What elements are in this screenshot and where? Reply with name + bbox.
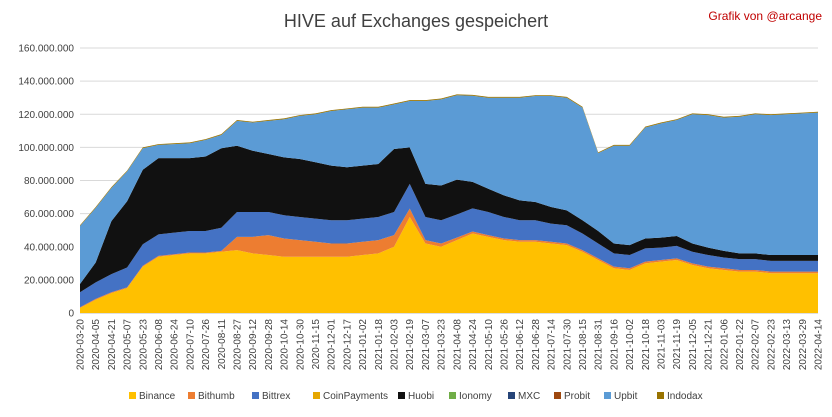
x-tick-label: 2021-03-23 bbox=[437, 319, 448, 371]
x-tick-label: 2021-05-10 bbox=[484, 319, 495, 371]
y-tick-label: 20.000.000 bbox=[24, 275, 74, 286]
x-tick-label: 2022-03-29 bbox=[798, 319, 809, 371]
legend-swatch bbox=[554, 392, 561, 399]
x-tick-label: 2021-09-16 bbox=[609, 319, 620, 371]
x-tick-label: 2022-01-22 bbox=[735, 319, 746, 371]
x-tick-label: 2021-07-14 bbox=[547, 319, 558, 371]
x-tick-label: 2022-02-07 bbox=[751, 319, 762, 371]
x-tick-label: 2020-08-11 bbox=[217, 319, 228, 370]
y-tick-label: 140.000.000 bbox=[18, 77, 74, 88]
legend-item-indodax: Indodax bbox=[657, 391, 703, 402]
x-tick-label: 2021-06-28 bbox=[531, 319, 542, 371]
x-tick-label: 2022-02-23 bbox=[766, 319, 777, 371]
x-tick-label: 2021-10-02 bbox=[625, 319, 636, 371]
x-tick-label: 2021-06-12 bbox=[515, 319, 526, 371]
x-tick-label: 2021-11-03 bbox=[656, 319, 667, 370]
x-tick-label: 2020-04-21 bbox=[107, 319, 118, 371]
x-tick-label: 2020-12-01 bbox=[327, 319, 338, 371]
x-tick-label: 2020-03-20 bbox=[76, 319, 87, 371]
legend-label: Upbit bbox=[614, 391, 638, 402]
legend-swatch bbox=[398, 392, 405, 399]
x-tick-label: 2020-10-30 bbox=[295, 319, 306, 371]
legend-label: MXC bbox=[518, 391, 540, 402]
x-tick-label: 2022-04-14 bbox=[814, 319, 825, 371]
x-tick-label: 2020-09-12 bbox=[248, 319, 259, 371]
x-tick-label: 2020-04-05 bbox=[91, 319, 102, 371]
x-tick-label: 2021-12-21 bbox=[704, 319, 715, 371]
chart-credit: Grafik von @arcange bbox=[708, 9, 822, 23]
x-tick-label: 2020-10-14 bbox=[280, 319, 291, 371]
x-tick-label: 2021-08-31 bbox=[594, 319, 605, 371]
y-tick-label: 60.000.000 bbox=[24, 209, 74, 220]
x-tick-label: 2020-09-28 bbox=[264, 319, 275, 371]
legend-label: Huobi bbox=[408, 391, 434, 402]
x-tick-label: 2020-07-26 bbox=[201, 319, 212, 371]
legend-label: Probit bbox=[564, 391, 590, 402]
legend-item-ionomy: Ionomy bbox=[449, 391, 492, 402]
area-series-upbit bbox=[80, 95, 818, 285]
x-tick-label: 2020-06-08 bbox=[154, 319, 165, 371]
x-axis: 2020-03-20 2020-04-05 2020-04-21 2020-05-07… bbox=[76, 319, 825, 371]
y-tick-label: 40.000.000 bbox=[24, 242, 74, 253]
x-tick-label: 2021-07-30 bbox=[562, 319, 573, 371]
x-tick-label: 2021-03-07 bbox=[421, 319, 432, 371]
legend-swatch bbox=[508, 392, 515, 399]
x-tick-label: 2020-12-17 bbox=[342, 319, 353, 371]
area-series-huobi bbox=[80, 145, 818, 293]
legend-swatch bbox=[313, 392, 320, 399]
legend-swatch bbox=[188, 392, 195, 399]
x-tick-label: 2020-05-23 bbox=[138, 319, 149, 371]
legend-swatch bbox=[449, 392, 456, 399]
y-tick-label: 160.000.000 bbox=[18, 44, 74, 55]
legend-swatch bbox=[604, 392, 611, 399]
legend-item-mxc: MXC bbox=[508, 391, 540, 402]
x-tick-label: 2020-08-27 bbox=[233, 319, 244, 371]
x-tick-label: 2021-11-19 bbox=[672, 319, 683, 370]
x-tick-label: 2021-01-18 bbox=[374, 319, 385, 371]
x-tick-label: 2021-10-18 bbox=[641, 319, 652, 371]
area-series-binance bbox=[80, 216, 818, 313]
area-series-bittrex bbox=[80, 183, 818, 308]
x-tick-label: 2021-04-08 bbox=[452, 319, 463, 371]
x-tick-label: 2021-05-26 bbox=[499, 319, 510, 371]
x-tick-label: 2020-06-24 bbox=[170, 319, 181, 371]
x-tick-label: 2021-02-03 bbox=[390, 319, 401, 371]
x-tick-label: 2020-07-10 bbox=[185, 319, 196, 371]
x-tick-label: 2021-02-19 bbox=[405, 319, 416, 371]
legend-label: Binance bbox=[139, 391, 176, 402]
y-tick-label: 80.000.000 bbox=[24, 176, 74, 187]
legend-swatch bbox=[252, 392, 259, 399]
legend-label: CoinPayments bbox=[323, 391, 388, 402]
x-tick-label: 2022-01-06 bbox=[719, 319, 730, 371]
legend: Binance Bithumb Bittrex CoinPayments Huobi Io… bbox=[129, 391, 703, 402]
legend-item-binance: Binance bbox=[129, 391, 176, 402]
x-tick-label: 2021-12-05 bbox=[688, 319, 699, 371]
chart-title: HIVE auf Exchanges gespeichert bbox=[284, 11, 548, 31]
legend-item-huobi: Huobi bbox=[398, 391, 434, 402]
legend-item-bittrex: Bittrex bbox=[252, 391, 290, 402]
x-tick-label: 2020-11-15 bbox=[311, 319, 322, 370]
legend-label: Indodax bbox=[667, 391, 703, 402]
legend-item-upbit: Upbit bbox=[604, 391, 638, 402]
legend-label: Bithumb bbox=[198, 391, 235, 402]
x-tick-label: 2022-03-13 bbox=[782, 319, 793, 371]
x-tick-label: 2021-08-15 bbox=[578, 319, 589, 371]
y-axis: 0 20.000.000 40.000.000 60.000.000 80.000.00… bbox=[18, 44, 74, 320]
y-tick-label: 100.000.000 bbox=[18, 143, 74, 154]
legend-label: Bittrex bbox=[262, 391, 290, 402]
y-tick-label: 120.000.000 bbox=[18, 110, 74, 121]
area-series bbox=[80, 94, 818, 313]
legend-label: Ionomy bbox=[459, 391, 492, 402]
legend-swatch bbox=[129, 392, 136, 399]
legend-item-bithumb: Bithumb bbox=[188, 391, 235, 402]
y-tick-label: 0 bbox=[68, 309, 74, 320]
legend-item-probit: Probit bbox=[554, 391, 590, 402]
legend-item-coinpayments: CoinPayments bbox=[313, 391, 388, 402]
x-tick-label: 2020-05-07 bbox=[123, 319, 134, 371]
x-tick-label: 2021-04-24 bbox=[468, 319, 479, 371]
legend-swatch bbox=[657, 392, 664, 399]
x-tick-label: 2021-01-02 bbox=[358, 319, 369, 371]
